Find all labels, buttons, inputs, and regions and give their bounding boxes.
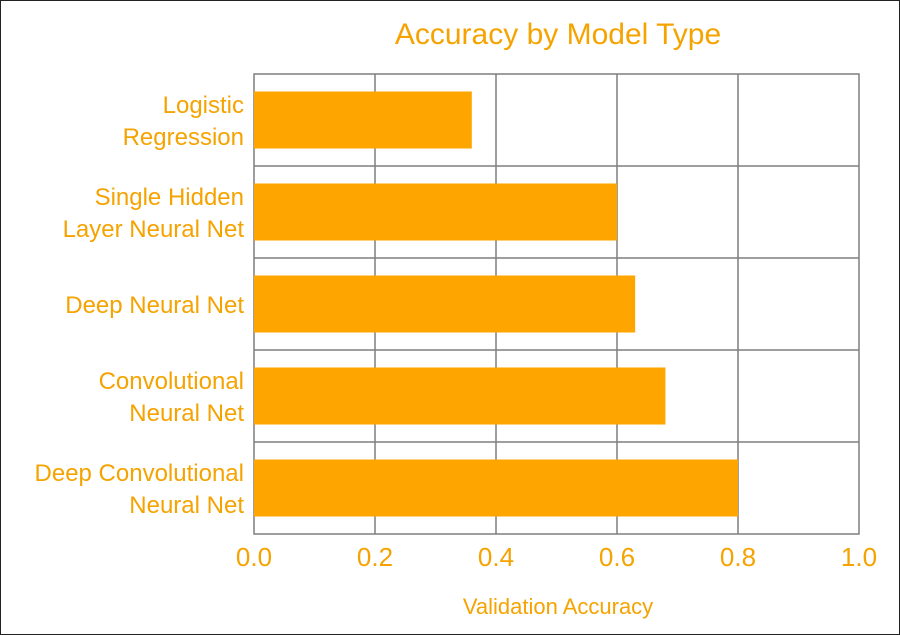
bars-group [254,91,738,517]
category-label-line: Neural Net [129,492,244,519]
x-tick-label: 0.0 [236,542,272,572]
bar [254,183,617,241]
chart-title: Accuracy by Model Type [395,18,721,51]
bar [254,275,636,333]
x-axis-label: Validation Accuracy [463,594,653,619]
category-label-line: Regression [123,124,244,151]
category-label: Deep Neural Net [65,292,244,319]
x-tick-label: 0.4 [478,542,514,572]
category-label-line: Convolutional [99,368,244,395]
bar [254,91,472,149]
category-label: Convolutional Neural Net [99,368,245,427]
category-label-line: Deep Convolutional [35,460,244,487]
x-tick-label: 0.2 [357,542,393,572]
bar [254,459,738,517]
bar [254,367,666,425]
x-tick-label: 0.8 [720,542,756,572]
grid-lines [253,73,860,535]
category-label-line: Single Hidden [95,184,244,211]
category-labels: Logistic Regression Single Hidden Layer Neu… [35,92,245,519]
category-label-line: Layer Neural Net [63,216,245,243]
category-label: Single Hidden Layer Neural Net [63,184,245,243]
category-label: Deep Convolutional Neural Net [35,460,245,519]
x-tick-label: 1.0 [841,542,877,572]
x-tick-labels: 0.0 0.2 0.4 0.6 0.8 1.0 [236,542,877,572]
category-label-line: Neural Net [129,400,244,427]
category-label-line: Logistic [163,92,244,119]
category-label: Logistic Regression [123,92,244,151]
x-tick-label: 0.6 [599,542,635,572]
category-label-line: Deep Neural Net [65,292,244,319]
